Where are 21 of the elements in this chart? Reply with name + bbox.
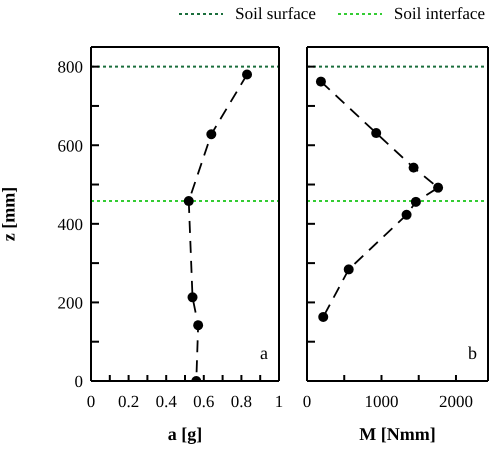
x-tick-label: 0.2	[118, 392, 140, 412]
x-tick-label: 0.6	[193, 392, 214, 412]
x-axis-title: a [g]	[168, 424, 202, 444]
x-tick-label: 0.4	[156, 392, 178, 412]
annotation: a	[260, 343, 268, 364]
x-tick-label: 0	[86, 392, 96, 412]
y-tick-label: 400	[58, 214, 83, 234]
x-axis-title: M [Nmm]	[359, 424, 436, 444]
y-tick-label: 600	[58, 136, 83, 156]
x-tick-label: 1	[274, 392, 284, 412]
x-tick-label: 0.8	[230, 392, 252, 412]
y-tick-label: 0	[74, 372, 83, 392]
y-axis-title: z [mm]	[0, 186, 18, 242]
x-tick-label: 1000	[364, 392, 398, 412]
y-tick-label: 800	[58, 58, 83, 77]
x-tick-label: 0	[302, 392, 312, 412]
legend-label: Soil surface	[235, 4, 316, 24]
x-tick-label: 2000	[438, 392, 473, 412]
annotation: b	[468, 343, 477, 364]
y-tick-label: 200	[58, 293, 83, 312]
legend-label: Soil interface	[394, 4, 485, 24]
